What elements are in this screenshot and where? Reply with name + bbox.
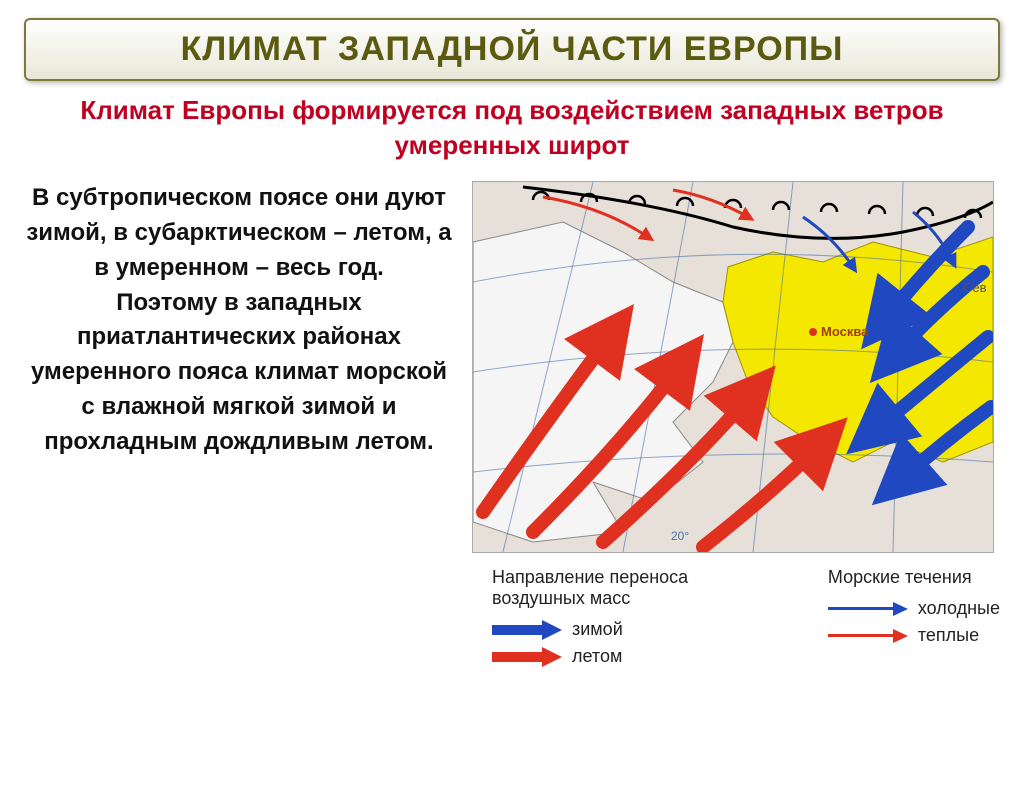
legend-summer-row: летом [492,646,768,667]
svg-text:20°: 20° [671,529,689,543]
page-title: КЛИМАТ ЗАПАДНОЙ ЧАСТИ ЕВРОПЫ [46,30,978,69]
legend-summer-label: летом [572,646,622,667]
legend-currents: Морские течения холодные теплые [828,567,1000,667]
legend-currents-title: Морские течения [828,567,1000,588]
legend-air-masses: Направление переноса воздушных масс зимо… [492,567,768,667]
legend-cold-row: холодные [828,598,1000,619]
climate-map: Москва Сев 20° [472,181,994,553]
legend-winter-label: зимой [572,619,623,640]
map-column: Москва Сев 20° Направление переноса воздуш… [472,181,1000,667]
legend-cold-label: холодные [918,598,1000,619]
svg-text:Сев: Сев [963,280,987,295]
subtitle: Климат Европы формируется под воздействи… [40,93,984,163]
title-box: КЛИМАТ ЗАПАДНОЙ ЧАСТИ ЕВРОПЫ [24,18,1000,81]
winter-arrow-icon [492,621,562,639]
legend-winter-row: зимой [492,619,768,640]
legend-warm-label: теплые [918,625,979,646]
legend: Направление переноса воздушных масс зимо… [472,567,1000,667]
legend-warm-row: теплые [828,625,1000,646]
body-text: В субтропическом поясе они дуют зимой, в… [24,181,454,459]
svg-text:Москва: Москва [821,324,869,339]
cold-current-icon [828,602,908,616]
warm-current-icon [828,629,908,643]
summer-arrow-icon [492,648,562,666]
legend-air-title: Направление переноса воздушных масс [492,567,768,609]
content-row: В субтропическом поясе они дуют зимой, в… [0,181,1024,667]
body-text-column: В субтропическом поясе они дуют зимой, в… [24,181,454,667]
